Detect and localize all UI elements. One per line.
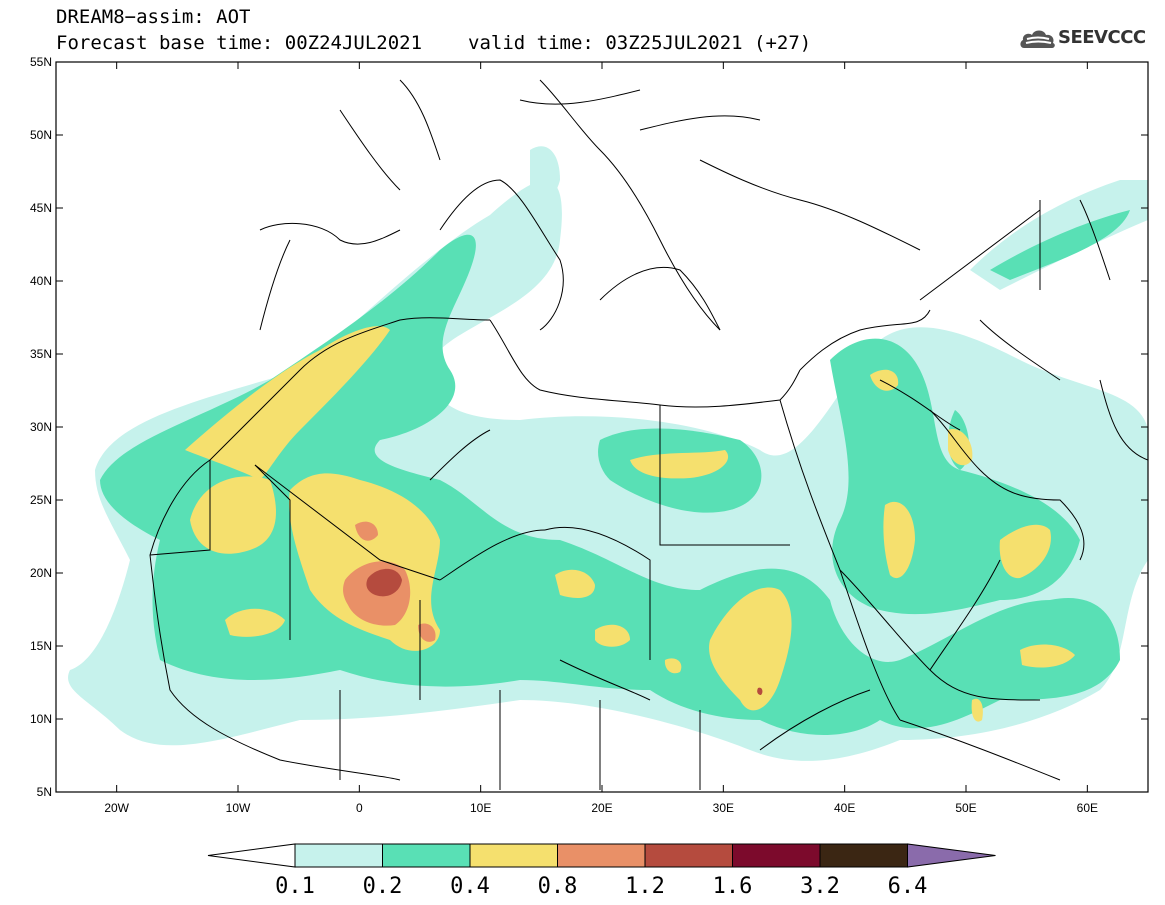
cloud-logo-icon [1020,30,1055,48]
colorbar-swatch [819,843,908,868]
lon-tick-label: 10E [470,801,491,815]
longitude-axis: 20W 10W 0 10E 20E 30E 40E 50E 60E [104,62,1098,815]
lat-tick-label: 25N [30,493,52,507]
lat-tick-label: 5N [37,785,52,799]
lat-tick-label: 50N [30,128,52,142]
lat-tick-label: 40N [30,274,52,288]
lat-tick-label: 20N [30,566,52,580]
colorbar-swatch [294,843,383,868]
colorbar-swatch [557,843,646,868]
colorbar-swatch [732,843,821,868]
lat-tick-label: 55N [30,55,52,69]
colorbar-label: 1.6 [713,874,753,899]
lon-tick-label: 0 [356,801,363,815]
coastlines-and-borders [149,79,1148,790]
lon-tick-label: 40E [834,801,855,815]
colorbar-over-arrow [907,843,996,868]
colorbar-swatch [469,843,558,868]
colorbar-swatch [382,843,471,868]
lat-tick-label: 45N [30,201,52,215]
lat-tick-label: 35N [30,347,52,361]
colorbar-label: 0.8 [538,874,578,899]
lon-tick-label: 20W [104,801,129,815]
colorbar-swatch [644,843,733,868]
lon-tick-label: 20E [591,801,612,815]
logo-text: SEEVCCC [1058,27,1146,48]
colorbar-label: 0.1 [275,874,315,899]
colorbar-label: 0.4 [450,874,490,899]
lat-tick-label: 15N [30,639,52,653]
colorbar-label: 1.2 [625,874,665,899]
lon-tick-label: 30E [713,801,734,815]
lon-tick-label: 10W [226,801,251,815]
lat-tick-label: 10N [30,712,52,726]
lon-tick-label: 60E [1077,801,1098,815]
lon-tick-label: 50E [955,801,976,815]
colorbar-label: 3.2 [800,874,840,899]
forecast-times: Forecast base time: 00Z24JUL2021 valid ti… [56,32,811,54]
valid-time-label: valid time: 03Z25JUL2021 (+27) [468,32,812,54]
map-title: DREAM8−assim: AOT [56,6,251,28]
aot-contours [68,146,1148,761]
latitude-axis: 55N 50N 45N 40N 35N 30N 25N 20N 15N 10N 5N [30,55,1148,799]
colorbar-under-arrow [207,843,296,868]
base-time-label: Forecast base time: 00Z24JUL2021 [56,32,423,54]
colorbar-label: 0.2 [363,874,403,899]
lat-tick-label: 30N [30,420,52,434]
colorbar-label: 6.4 [888,874,928,899]
